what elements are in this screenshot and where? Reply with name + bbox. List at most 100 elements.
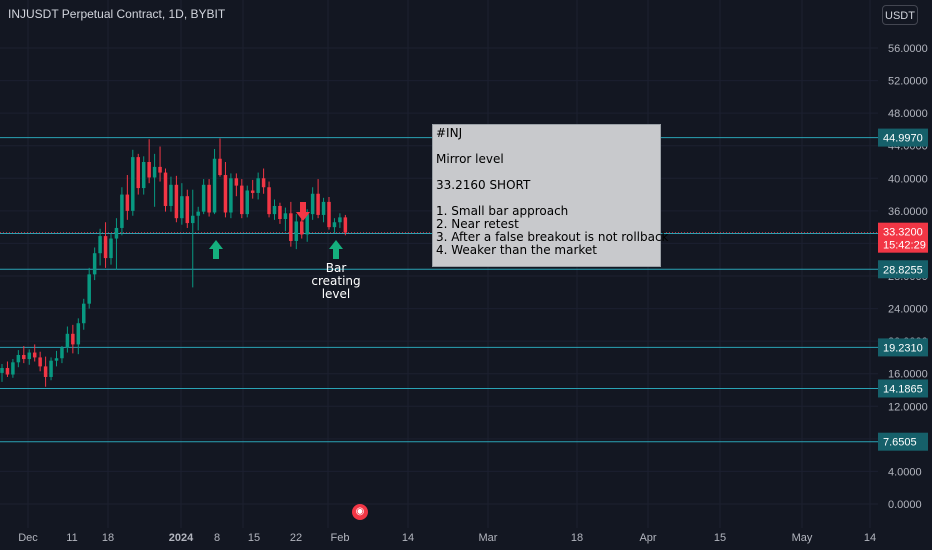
y-tick-label: 40.0000: [888, 173, 928, 185]
x-tick-label: Dec: [18, 532, 38, 544]
candle-body: [223, 175, 228, 213]
currency-button[interactable]: USDT: [882, 5, 918, 25]
candle-body: [0, 368, 4, 373]
arrow-up-icon: [209, 240, 223, 259]
candle-body: [310, 193, 315, 215]
candle-body: [131, 157, 135, 211]
candle-body: [207, 184, 211, 213]
candle-body: [125, 194, 130, 211]
last-price-tag: [878, 222, 928, 253]
candle-body: [82, 303, 86, 324]
candle-body: [283, 213, 288, 219]
level-price-tag: [878, 128, 928, 147]
candle-body: [87, 274, 91, 304]
candle-body: [71, 333, 75, 345]
candle-body: [16, 354, 21, 363]
level-price-label: 44.9970: [883, 133, 923, 145]
candle-body: [141, 162, 146, 189]
candle-body: [103, 236, 108, 259]
candles: [0, 138, 348, 387]
candle-body: [327, 201, 331, 228]
note-box: #INJ Mirror level 33.2160 SHORT 1. Small…: [432, 124, 669, 267]
note-item: 1. Small bar approach: [436, 204, 569, 218]
candle-body: [278, 205, 282, 219]
arrow-up-icon: [329, 240, 343, 259]
candle-body: [272, 205, 277, 215]
bar-annotation: Bar creating level: [304, 262, 368, 301]
candle-body: [114, 227, 119, 239]
time-axis: Dec 11 18 2024 8 15 22 Feb 14 Mar 18 Apr 15 May 14: [18, 532, 876, 544]
countdown-label: 15:42:29: [883, 240, 926, 252]
candle-body: [185, 196, 190, 224]
candle-body: [49, 360, 53, 377]
y-tick-label: 4.0000: [888, 466, 922, 478]
annotation-line: creating: [311, 274, 361, 288]
candle-body: [316, 193, 320, 215]
y-tick-label: 36.0000: [888, 206, 928, 218]
candle-body: [163, 172, 168, 206]
candle-body: [338, 217, 342, 223]
candle-body: [65, 333, 70, 348]
candle-body: [5, 368, 10, 375]
candle-body: [76, 323, 81, 345]
level-price-label: 7.6505: [883, 437, 917, 449]
candle-body: [229, 178, 233, 213]
candle-body: [60, 347, 64, 359]
x-tick-label: 18: [102, 532, 114, 544]
x-tick-label: 15: [714, 532, 726, 544]
candle-body: [147, 162, 151, 178]
y-tick-label: 48.0000: [888, 108, 928, 120]
last-price-label: 33.3200: [883, 227, 923, 239]
candle-body: [22, 354, 26, 360]
level-price-label: 14.1865: [883, 383, 923, 395]
candle-body: [136, 157, 140, 189]
x-tick-label: 2024: [169, 532, 194, 544]
note-tag: #INJ: [436, 126, 463, 140]
candle-body: [250, 190, 255, 193]
candle-body: [300, 221, 304, 235]
candle-body: [158, 166, 162, 173]
chart-title: INJUSDT Perpetual Contract, 1D, BYBIT: [8, 7, 226, 21]
y-tick-label: 56.0000: [888, 43, 928, 55]
y-tick-label: 52.0000: [888, 76, 928, 88]
candle-body: [261, 178, 266, 188]
y-tick-label: 0.0000: [888, 499, 922, 511]
candle-body: [169, 184, 173, 206]
candle-body: [11, 362, 15, 375]
candle-body: [174, 184, 179, 219]
markers: [209, 202, 343, 259]
candle-body: [294, 221, 299, 241]
candle-body: [343, 217, 348, 233]
note-heading: Mirror level: [436, 152, 504, 166]
level-price-tag: [878, 338, 928, 357]
tradingview-logo-icon[interactable]: ◉: [352, 504, 368, 520]
x-tick-label: May: [792, 532, 813, 544]
candle-body: [218, 158, 222, 176]
candle-body: [92, 253, 97, 275]
note-signal: 33.2160 SHORT: [436, 178, 531, 192]
x-tick-label: 11: [66, 532, 77, 544]
level-price-tag: [878, 379, 928, 398]
x-tick-label: Apr: [639, 532, 656, 544]
y-tick-label: 12.0000: [888, 401, 928, 413]
candle-body: [54, 358, 59, 361]
x-tick-label: 14: [864, 532, 876, 544]
chart-grid: [0, 0, 878, 528]
x-tick-label: Mar: [479, 532, 498, 544]
x-tick-label: 15: [248, 532, 260, 544]
candle-body: [32, 352, 37, 358]
candle-body: [109, 238, 113, 259]
candle-body: [43, 366, 48, 377]
candle-body: [289, 213, 293, 241]
candle-body: [245, 190, 249, 215]
x-tick-label: 22: [290, 532, 302, 544]
x-tick-label: 8: [214, 532, 220, 544]
level-price-tag: [878, 432, 928, 451]
annotation-line: Bar: [325, 261, 347, 275]
arrow-down-icon: [296, 202, 310, 221]
candle-body: [120, 194, 124, 228]
note-item: 2. Near retest: [436, 217, 519, 231]
y-tick-label: 16.0000: [888, 369, 928, 381]
candle-body: [201, 184, 206, 212]
